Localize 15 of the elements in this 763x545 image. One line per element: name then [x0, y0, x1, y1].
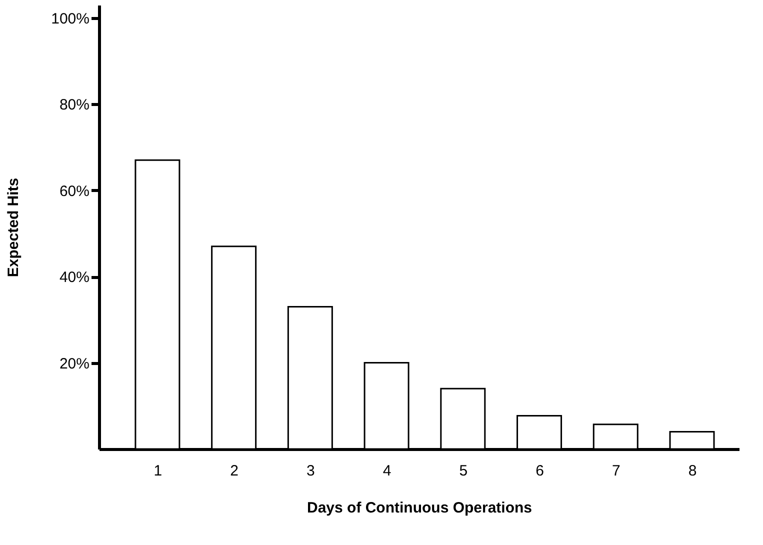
x-tick-label: 7 — [612, 462, 620, 480]
x-tick-label: 1 — [154, 462, 162, 480]
x-tick-label: 2 — [230, 462, 238, 480]
x-tick-label: 3 — [306, 462, 315, 480]
y-tick-label: 40% — [59, 269, 90, 286]
x-tick-label: 8 — [688, 462, 697, 480]
x-tick-label: 4 — [382, 462, 392, 480]
y-tick-label: 60% — [59, 182, 90, 200]
x-axis-title: Days of Continuous Operations — [306, 500, 532, 516]
x-tick-label: 6 — [536, 462, 544, 480]
y-axis-title: Expected Hits — [5, 178, 22, 278]
x-tick-label: 5 — [459, 462, 468, 480]
y-tick-label: 80% — [59, 96, 90, 114]
y-tick-label: 100% — [51, 10, 90, 28]
y-tick-label: 20% — [59, 355, 90, 372]
